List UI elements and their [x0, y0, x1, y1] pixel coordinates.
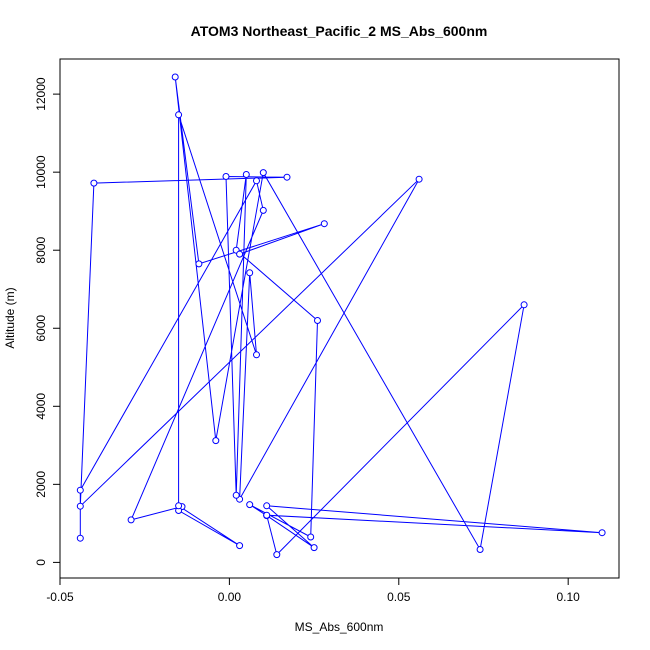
y-tick-label: 2000 — [34, 471, 48, 498]
y-tick-label: 12000 — [34, 77, 48, 111]
data-point — [222, 173, 230, 180]
data-point — [90, 179, 98, 187]
series-line — [79, 76, 603, 556]
data-point — [598, 529, 606, 537]
data-point — [242, 171, 250, 178]
data-point — [259, 169, 267, 177]
data-point — [283, 173, 291, 181]
data-point — [175, 111, 183, 119]
x-tick-label: -0.05 — [46, 590, 74, 604]
x-tick-label: 0.05 — [387, 590, 411, 604]
y-axis: 0 2000 4000 6000 8000 10000 12000 — [34, 77, 61, 566]
data-point — [236, 250, 244, 258]
data-point — [195, 260, 203, 268]
x-axis-label: MS_Abs_600nm — [295, 620, 384, 634]
y-tick-label: 6000 — [34, 315, 48, 342]
x-tick-label: 0.00 — [218, 590, 242, 604]
data-point — [171, 73, 179, 81]
data-point — [320, 220, 328, 228]
y-tick-label: 8000 — [34, 237, 48, 264]
data-point — [415, 175, 423, 183]
data-point — [314, 317, 321, 324]
data-point — [476, 546, 484, 553]
chart-title: ATOM3 Northeast_Pacific_2 MS_Abs_600nm — [191, 23, 488, 39]
y-tick-label: 4000 — [34, 393, 48, 420]
data-point — [263, 502, 271, 510]
data-point — [232, 491, 240, 499]
x-tick-label: 0.10 — [557, 590, 581, 604]
data-point — [253, 177, 260, 185]
data-point — [520, 301, 528, 309]
data-point — [307, 533, 315, 541]
data-point — [273, 551, 281, 559]
series-points — [76, 73, 606, 559]
x-axis: -0.05 0.00 0.05 0.10 — [46, 577, 581, 604]
data-point — [263, 511, 271, 519]
data-point — [76, 486, 84, 494]
y-tick-label: 10000 — [34, 155, 48, 189]
y-axis-label: Altitude (m) — [3, 287, 17, 348]
data-point — [253, 351, 260, 359]
data-point — [76, 502, 84, 510]
data-point — [236, 542, 244, 550]
series-lines — [79, 76, 603, 556]
data-point — [246, 501, 254, 509]
y-tick-label: 0 — [34, 559, 48, 566]
data-point — [127, 516, 135, 524]
data-point — [310, 544, 318, 552]
data-point — [259, 206, 267, 214]
data-point — [175, 502, 183, 510]
plot-frame — [59, 58, 620, 579]
data-point — [76, 534, 84, 542]
data-point — [212, 437, 220, 445]
data-point — [246, 269, 254, 277]
